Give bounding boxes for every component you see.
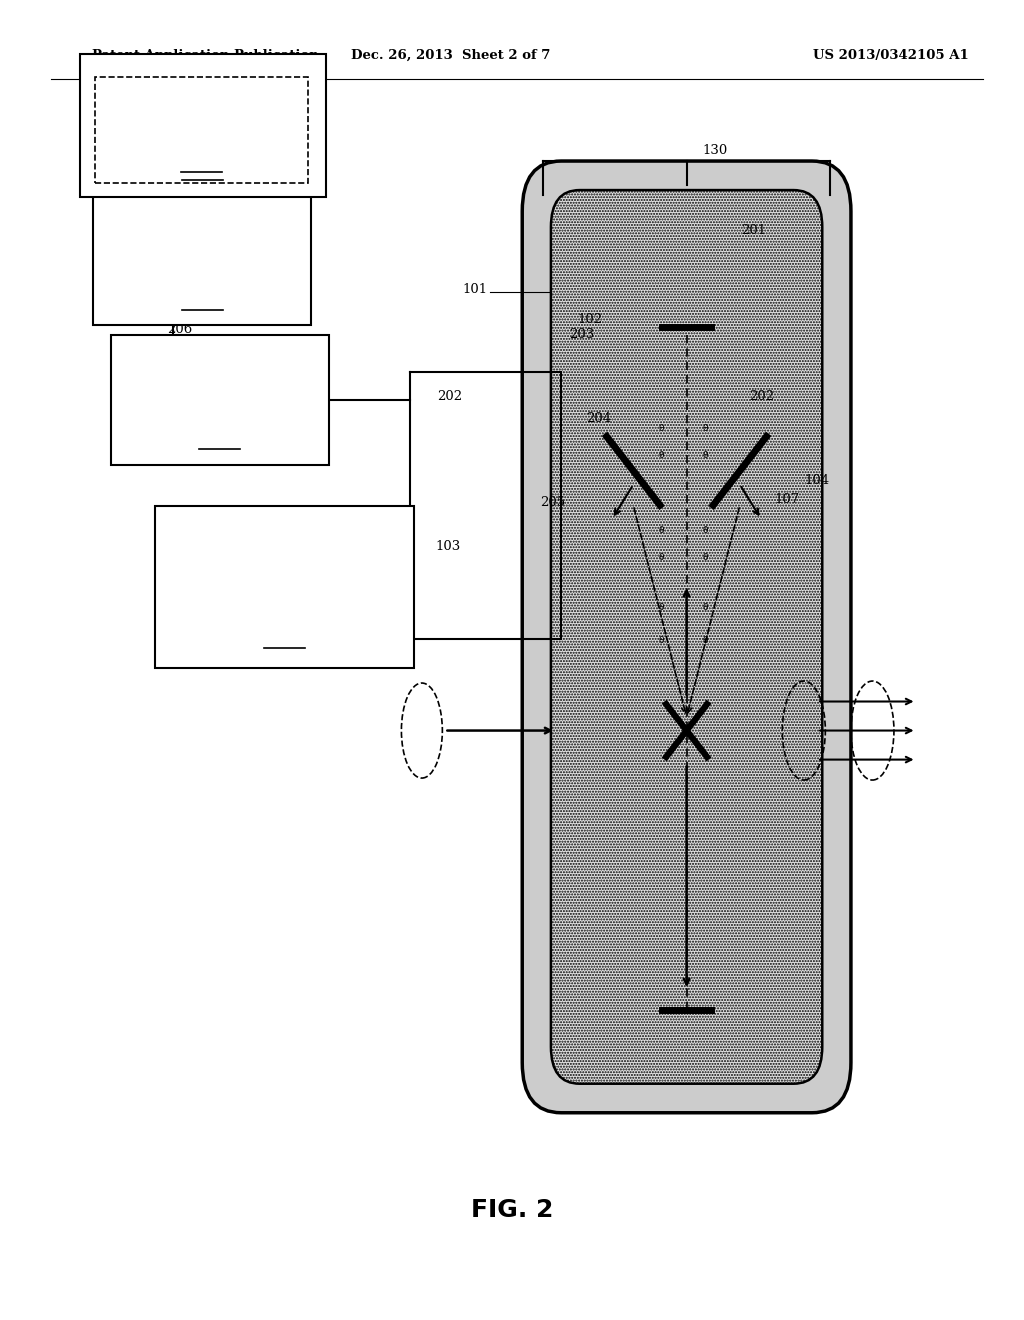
Text: Patent Application Publication: Patent Application Publication [92,49,318,62]
Text: VOLTAGE: VOLTAGE [188,364,251,378]
Text: 204: 204 [586,412,611,425]
Text: SOURCE: SOURCE [190,399,249,412]
Text: θ: θ [658,636,664,644]
Text: US 2013/0342105 A1: US 2013/0342105 A1 [813,49,969,62]
Text: 110: 110 [272,634,296,647]
Text: 101: 101 [463,282,488,296]
Text: θ: θ [702,527,708,535]
FancyBboxPatch shape [80,54,326,197]
Text: θ: θ [658,451,664,459]
Text: 203: 203 [569,327,595,341]
Text: ILLUMINATION: ILLUMINATION [232,569,336,581]
Text: 202: 202 [437,389,463,403]
Text: CARRIER MEDIUM: CARRIER MEDIUM [140,100,265,114]
Text: θ: θ [658,527,664,535]
Text: θ: θ [658,425,664,433]
Text: FIG. 2: FIG. 2 [471,1199,553,1222]
Text: 205: 205 [540,495,565,508]
Text: Dec. 26, 2013  Sheet 2 of 7: Dec. 26, 2013 Sheet 2 of 7 [351,49,550,62]
Text: COMPUTING: COMPUTING [160,224,245,238]
FancyBboxPatch shape [95,77,308,183]
Text: 202: 202 [750,389,775,403]
Text: θ: θ [702,553,708,561]
Text: 103: 103 [435,540,461,553]
FancyBboxPatch shape [111,335,329,465]
Text: 230: 230 [189,157,214,170]
Text: 107: 107 [774,492,800,506]
Text: 130: 130 [702,144,727,157]
Text: INSTRUCTIONS: INSTRUCTIONS [148,128,255,141]
Text: 201: 201 [741,223,767,236]
Text: θ: θ [702,451,708,459]
Text: 120: 120 [208,436,231,447]
Text: 206: 206 [167,322,193,335]
FancyBboxPatch shape [155,506,414,668]
Text: θ: θ [658,603,664,611]
Text: θ: θ [658,553,664,561]
Text: LASER: LASER [262,535,306,548]
Text: θ: θ [702,636,708,644]
Text: PROGRAM: PROGRAM [167,100,237,114]
Text: θ: θ [702,603,708,611]
Text: 220: 220 [190,165,215,178]
Text: θ: θ [702,425,708,433]
FancyBboxPatch shape [551,190,822,1084]
FancyBboxPatch shape [93,195,311,325]
Text: 102: 102 [578,313,603,326]
Text: SYSTEM: SYSTEM [174,259,230,272]
Text: 200: 200 [238,190,263,203]
Text: 104: 104 [805,474,830,487]
Text: SOURCE: SOURCE [255,602,313,615]
FancyBboxPatch shape [522,161,851,1113]
Text: 210: 210 [190,296,214,308]
